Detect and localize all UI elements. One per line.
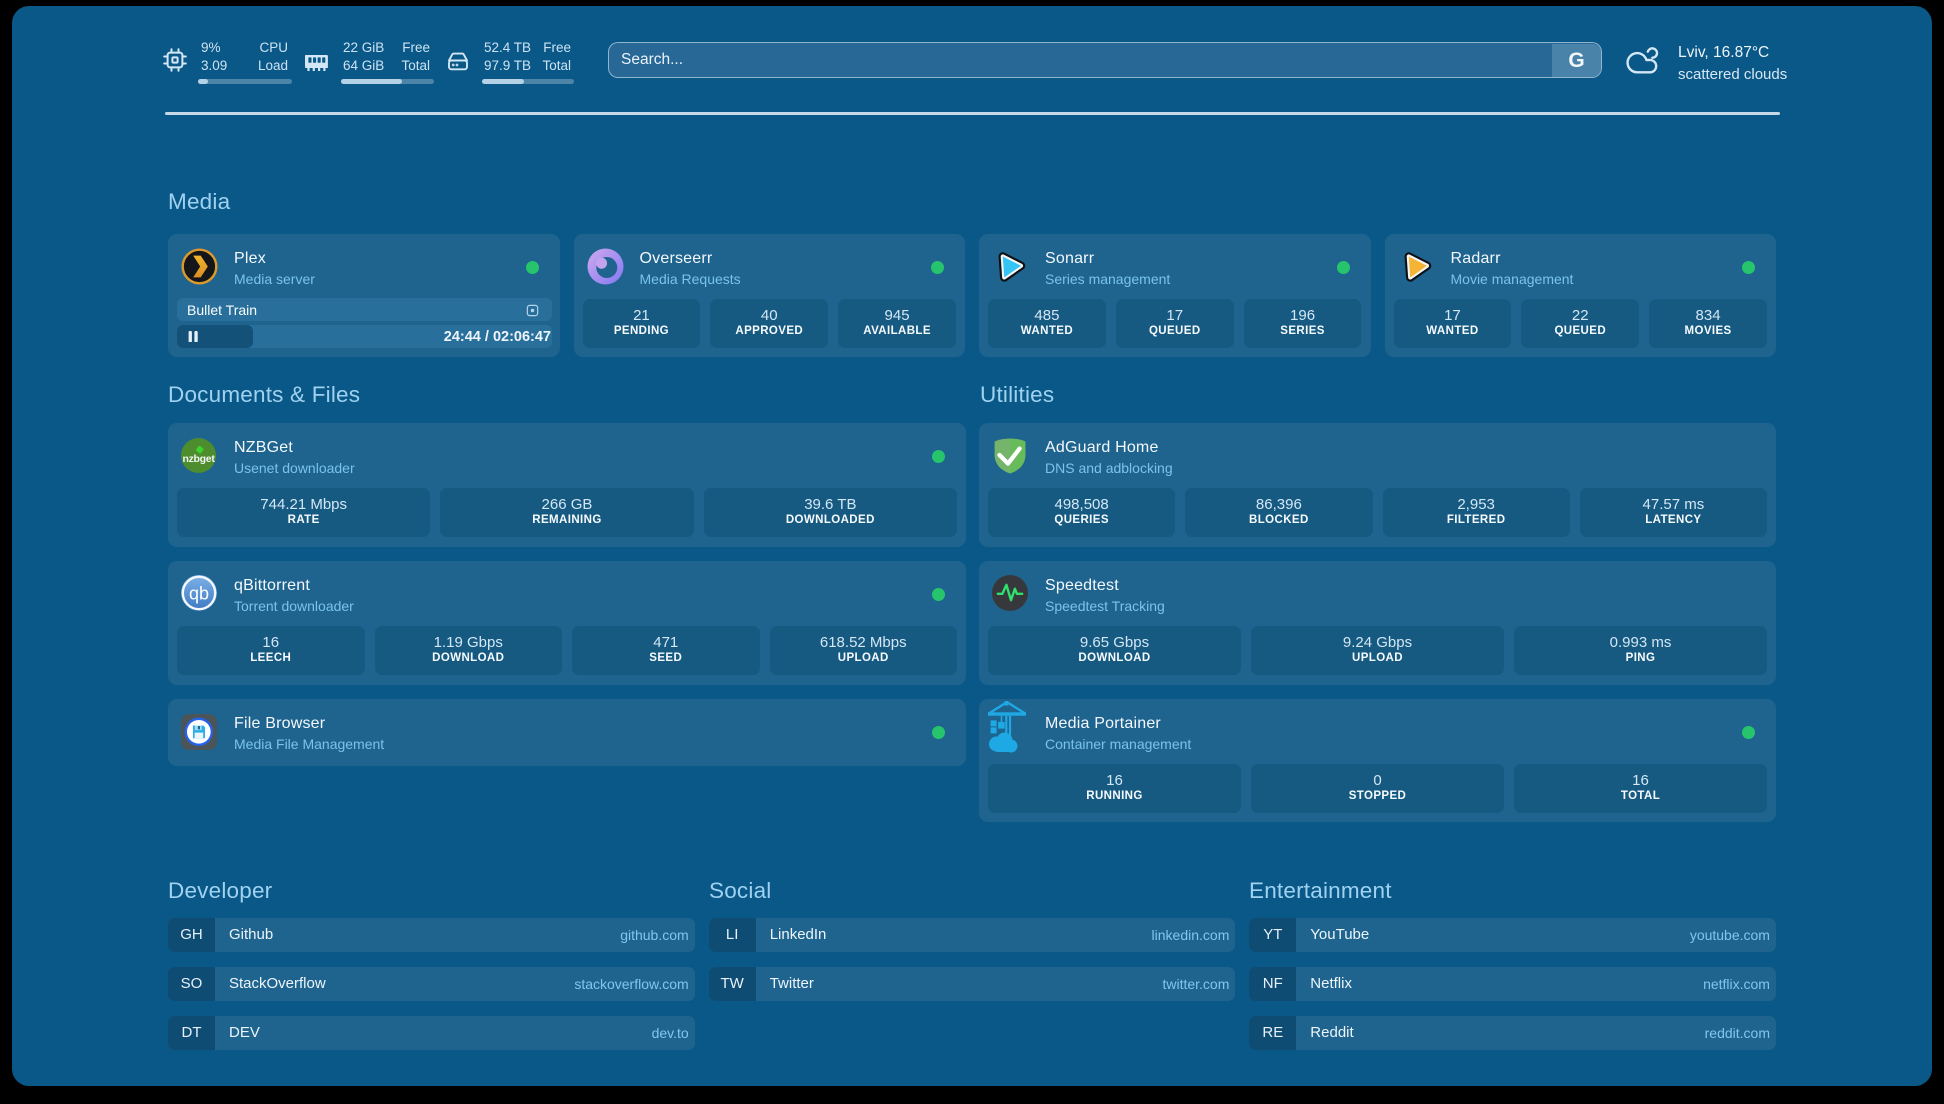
svg-text:qb: qb (189, 584, 209, 604)
svg-text:nzbget: nzbget (182, 453, 215, 465)
